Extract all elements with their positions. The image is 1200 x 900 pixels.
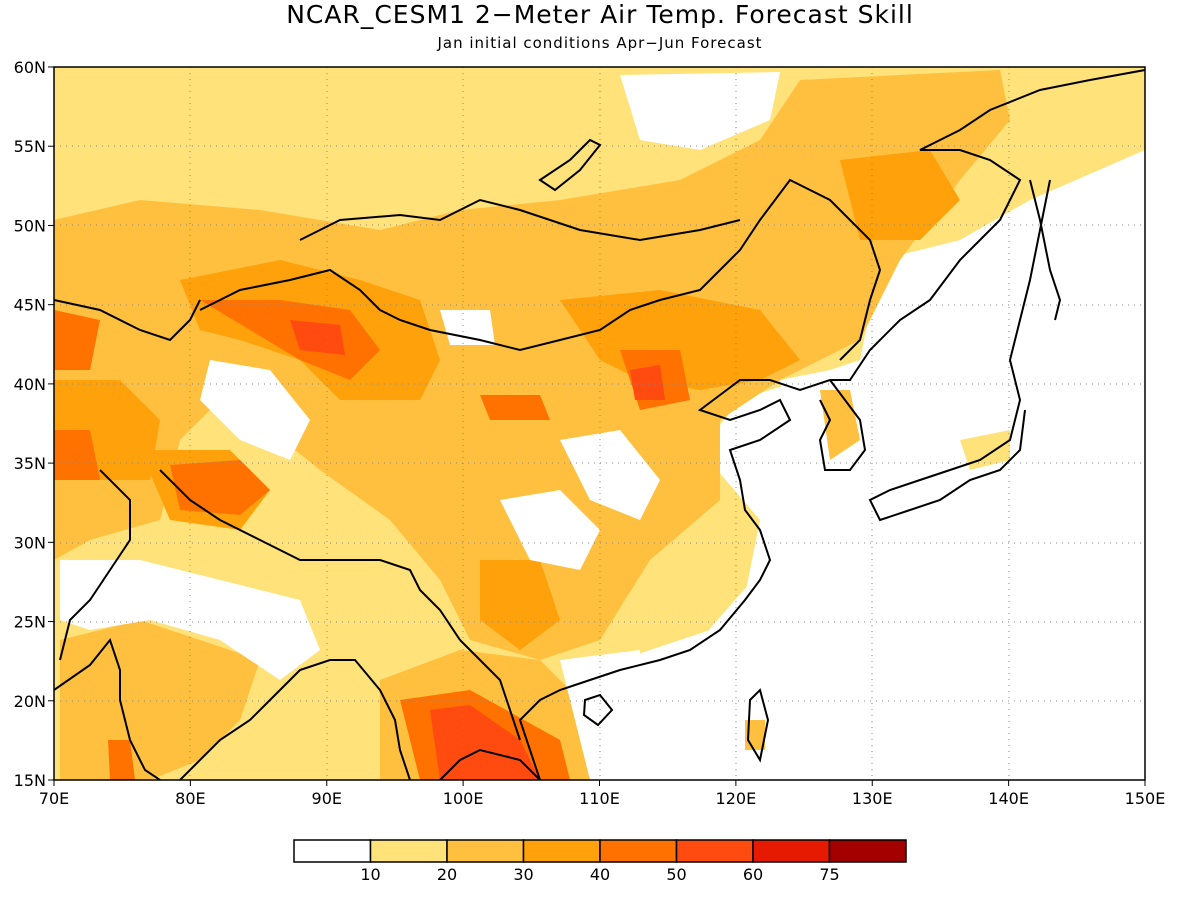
coastline-japan bbox=[868, 179, 1051, 522]
skill-hole-taklamakan bbox=[200, 360, 310, 460]
lat-tick-label: 35N bbox=[14, 454, 46, 473]
colorbar-swatch bbox=[522, 839, 601, 863]
skill-nodata-ocean bbox=[620, 300, 1145, 780]
colorbar-label: 60 bbox=[743, 865, 763, 884]
lon-tick-label: 140E bbox=[988, 789, 1029, 808]
colorbar-label: 75 bbox=[819, 865, 839, 884]
skill-hole-mongolia bbox=[440, 310, 495, 345]
lake-baikal bbox=[538, 138, 602, 192]
lon-tick-label: 130E bbox=[852, 789, 893, 808]
lat-tick-label: 55N bbox=[14, 137, 46, 156]
lon-tick-label: 80E bbox=[175, 789, 205, 808]
coastline-korea bbox=[818, 379, 867, 471]
colorbar-swatch bbox=[675, 839, 754, 863]
skill-hole-eastchina bbox=[560, 430, 660, 520]
lon-tick-label: 150E bbox=[1125, 789, 1166, 808]
colorbar: 10 20 30 40 50 60 75 bbox=[293, 839, 907, 884]
colorbar-swatch bbox=[752, 839, 831, 863]
colorbar-swatch bbox=[599, 839, 678, 863]
coastline-bay-of-bengal bbox=[179, 659, 411, 780]
map-subtitle: Jan initial conditions Apr−Jun Forecast bbox=[437, 34, 763, 52]
colorbar-label: 10 bbox=[360, 865, 380, 884]
border-se-asia bbox=[459, 639, 521, 741]
colorbar-swatch bbox=[446, 839, 525, 863]
lon-tick-label: 120E bbox=[716, 789, 757, 808]
border-russia-mongolia bbox=[299, 198, 741, 242]
lat-tick-label: 50N bbox=[14, 216, 46, 235]
longitude-axis: 70E 80E 90E 100E 110E 120E 130E 140E 150E bbox=[39, 780, 1166, 808]
skill-hole-sichuan bbox=[500, 490, 600, 570]
skill-region-40-50-f bbox=[54, 310, 100, 370]
lat-tick-label: 45N bbox=[14, 296, 46, 315]
skill-region-40-50-b bbox=[170, 460, 270, 515]
lon-tick-label: 100E bbox=[443, 789, 484, 808]
skill-region-10-20-japan bbox=[960, 430, 1010, 470]
coastline-south-asia bbox=[54, 637, 161, 780]
skill-region-20-30 bbox=[54, 70, 1010, 660]
border-central-asia bbox=[54, 299, 201, 342]
skill-region-50-60-c bbox=[630, 365, 665, 400]
skill-region-40-50-g bbox=[54, 430, 100, 480]
skill-region-40-50-h bbox=[108, 740, 135, 780]
coastline-sakhalin bbox=[1029, 179, 1062, 321]
lon-tick-label: 90E bbox=[312, 789, 342, 808]
coastline-taiwan bbox=[746, 688, 770, 763]
border-china-north bbox=[199, 178, 882, 361]
colorbar-label: 40 bbox=[590, 865, 610, 884]
coastline-east-asia bbox=[518, 69, 1145, 780]
skill-region-30-40-f bbox=[480, 560, 560, 650]
colorbar-label: 50 bbox=[666, 865, 686, 884]
map-title: NCAR_CESM1 2−Meter Air Temp. Forecast Sk… bbox=[286, 0, 914, 29]
colorbar-swatch bbox=[293, 839, 372, 863]
border-himalaya bbox=[159, 469, 461, 641]
colorbar-swatch bbox=[369, 839, 448, 863]
coastlines-borders bbox=[54, 69, 1145, 780]
colorbar-label: 20 bbox=[437, 865, 457, 884]
lat-tick-label: 20N bbox=[14, 692, 46, 711]
colorbar-swatch bbox=[828, 839, 907, 863]
lat-tick-label: 30N bbox=[14, 533, 46, 552]
lat-tick-label: 40N bbox=[14, 375, 46, 394]
colorbar-label: 30 bbox=[513, 865, 533, 884]
skill-region-50-60 bbox=[290, 320, 345, 355]
lon-tick-label: 110E bbox=[579, 789, 620, 808]
skill-hole-north bbox=[620, 72, 780, 150]
latitude-axis: 15N 20N 25N 30N 35N 40N 45N 50N 55N 60N bbox=[14, 58, 54, 790]
lat-tick-label: 25N bbox=[14, 613, 46, 632]
lat-tick-label: 60N bbox=[14, 58, 46, 77]
skill-region-30-40-b bbox=[560, 290, 800, 390]
coastline-hainan bbox=[582, 693, 614, 727]
skill-region-30-40-c bbox=[840, 150, 960, 240]
coastline-gulf-thailand bbox=[439, 748, 541, 780]
skill-region-40-50 bbox=[200, 300, 380, 380]
lat-tick-label: 15N bbox=[14, 771, 46, 790]
border-india-pakistan bbox=[59, 469, 131, 661]
skill-region-40-50-c bbox=[480, 395, 550, 420]
lon-tick-label: 70E bbox=[39, 789, 69, 808]
